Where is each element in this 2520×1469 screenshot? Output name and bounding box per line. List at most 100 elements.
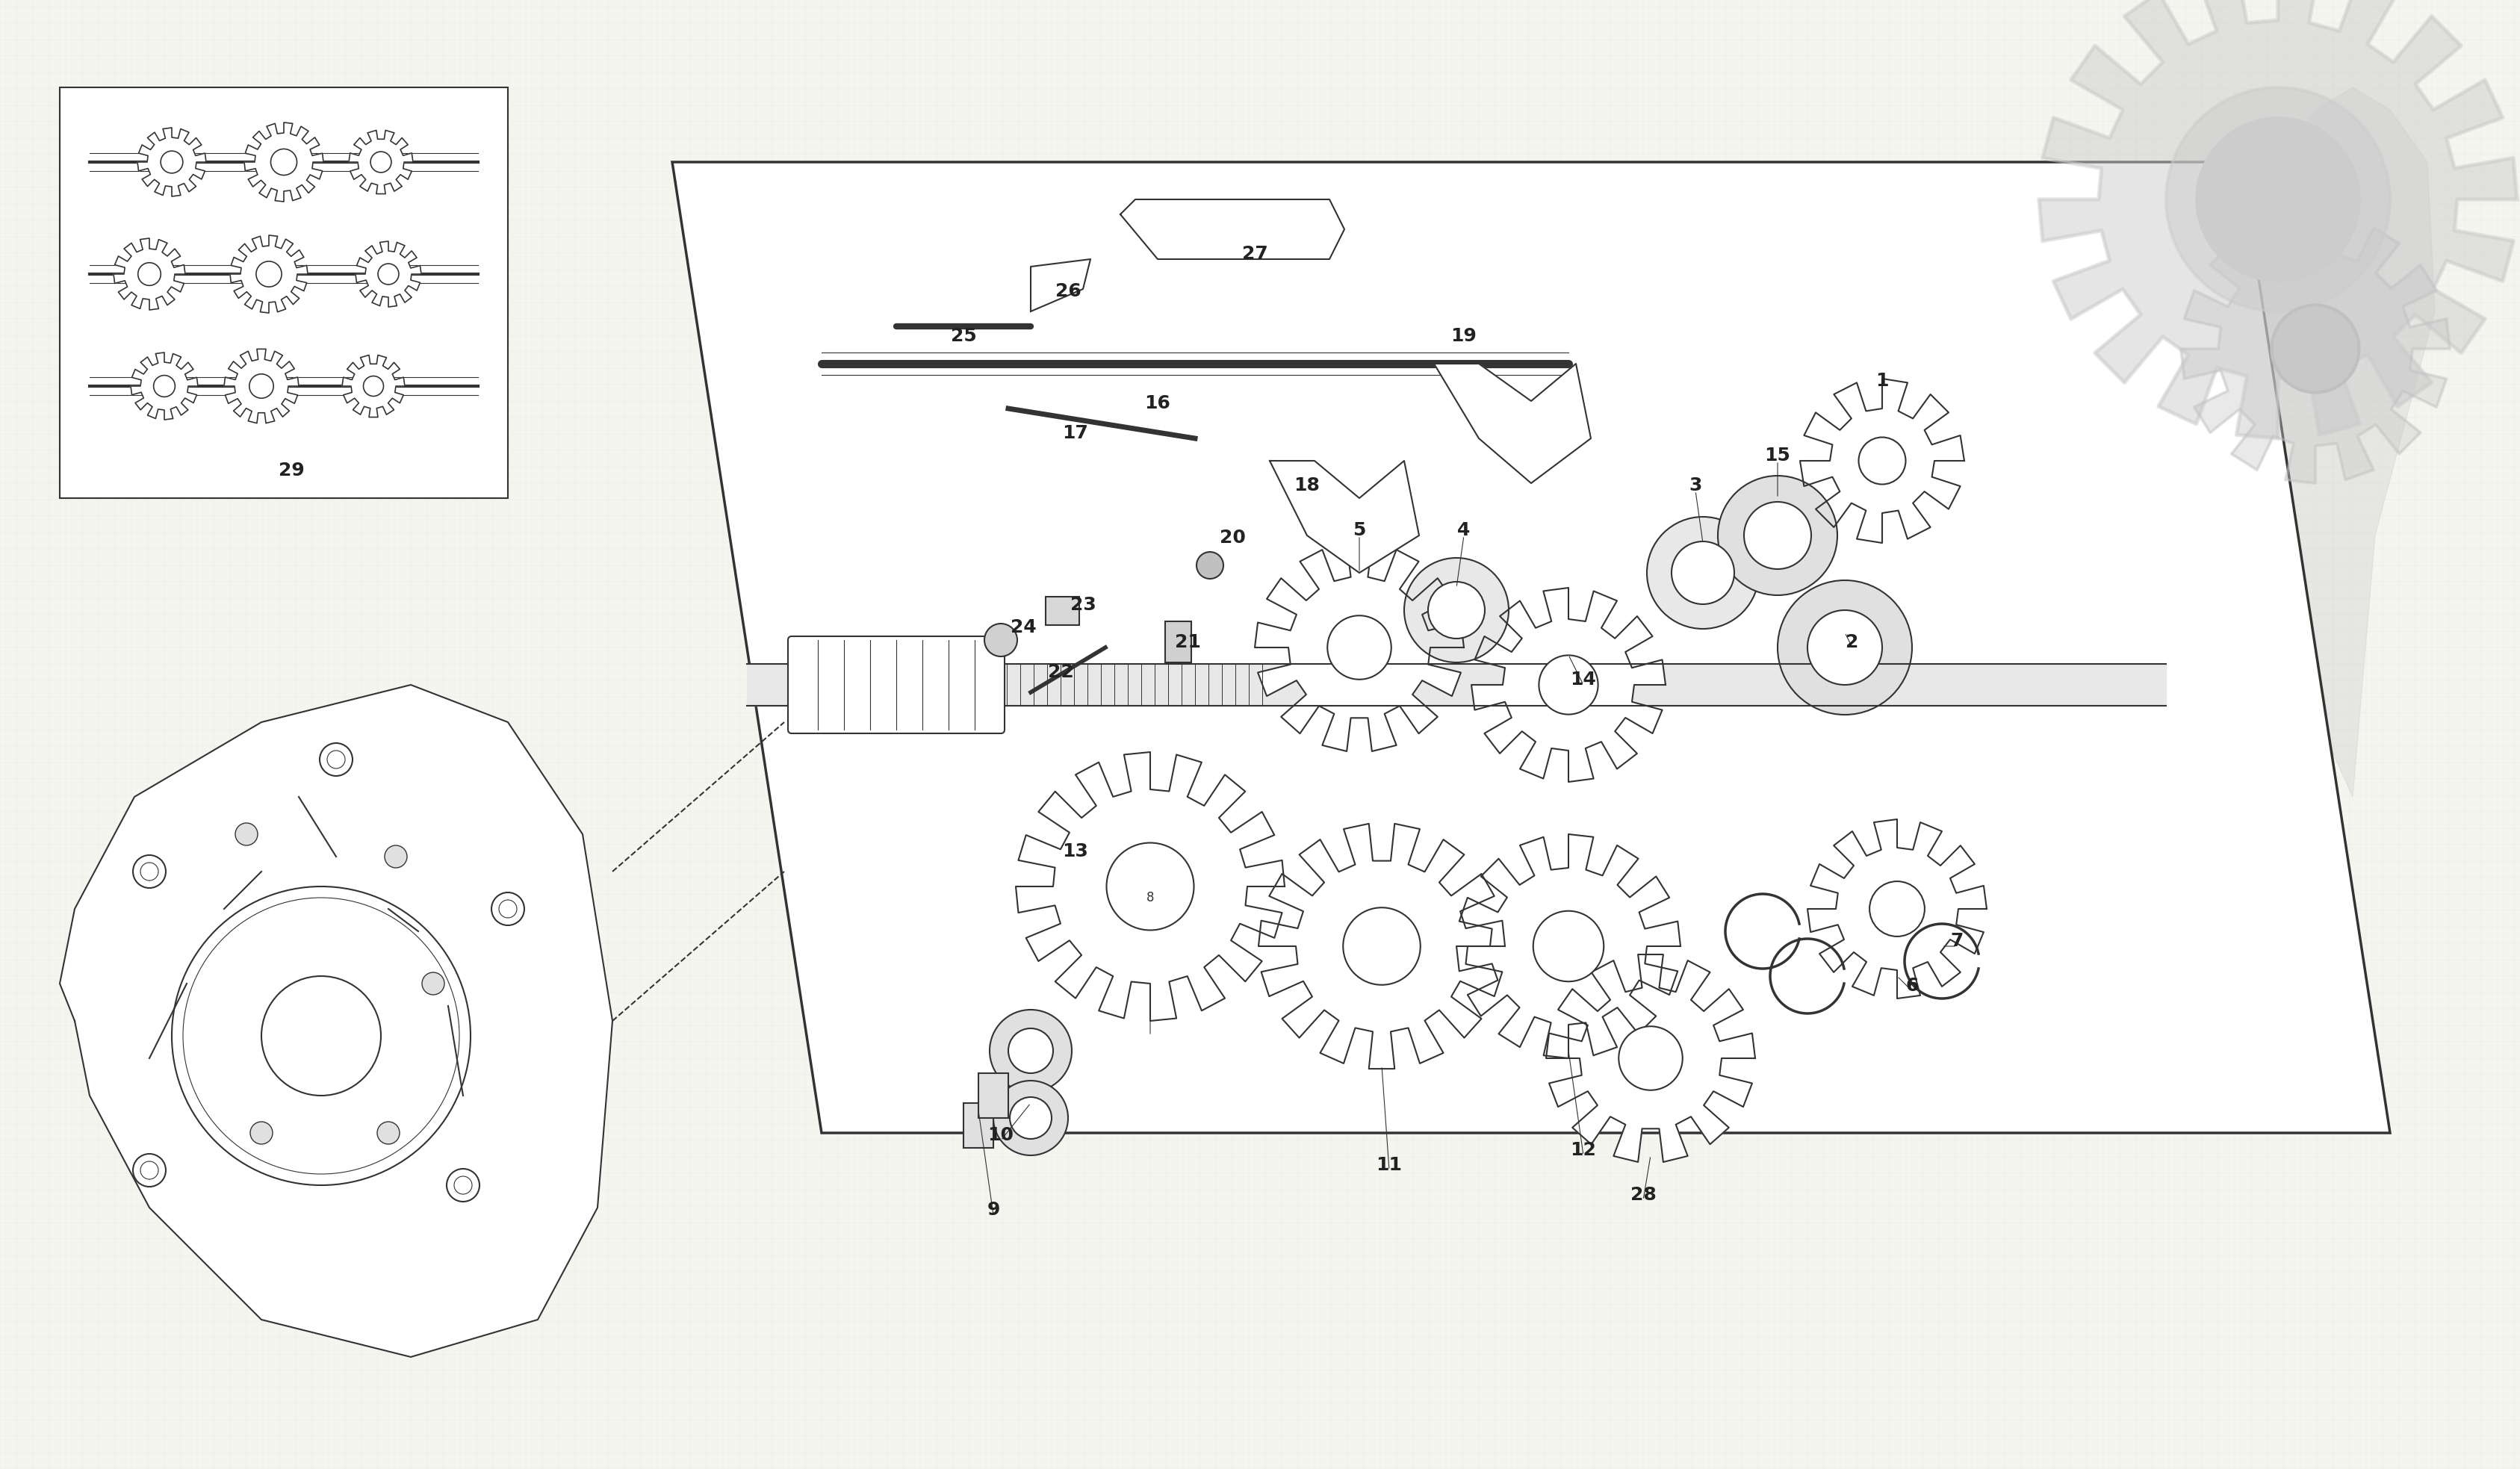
Text: 21: 21 [1174, 633, 1200, 651]
Text: 2: 2 [1845, 633, 1860, 651]
Text: 26: 26 [1056, 282, 1081, 300]
Circle shape [1777, 580, 1913, 715]
Polygon shape [60, 685, 612, 1357]
Text: 7: 7 [1950, 931, 1963, 950]
Circle shape [370, 151, 391, 172]
Text: PartsRepublic: PartsRepublic [1147, 721, 1373, 749]
Circle shape [1744, 502, 1812, 569]
Polygon shape [2225, 87, 2434, 796]
Circle shape [1860, 438, 1905, 485]
Circle shape [363, 376, 383, 397]
Polygon shape [1547, 955, 1756, 1162]
Text: 10: 10 [988, 1127, 1013, 1144]
Polygon shape [1807, 820, 1986, 999]
Circle shape [386, 845, 408, 868]
Polygon shape [1270, 461, 1419, 573]
Polygon shape [1457, 834, 1681, 1058]
Circle shape [1106, 843, 1194, 930]
Circle shape [161, 151, 184, 173]
Bar [1046, 596, 1079, 626]
Circle shape [2167, 87, 2389, 311]
Circle shape [1807, 610, 1882, 685]
Circle shape [1429, 582, 1484, 639]
Polygon shape [1121, 200, 1343, 259]
Text: 20: 20 [1220, 529, 1245, 546]
Polygon shape [224, 350, 300, 423]
Polygon shape [348, 131, 413, 194]
Circle shape [378, 263, 398, 285]
Circle shape [270, 148, 297, 175]
Circle shape [1719, 476, 1837, 595]
Circle shape [990, 1009, 1071, 1091]
Circle shape [1197, 552, 1222, 579]
Circle shape [446, 1169, 479, 1202]
Circle shape [1671, 542, 1734, 604]
Circle shape [1648, 517, 1759, 629]
Circle shape [1618, 1027, 1683, 1090]
Text: 5: 5 [1353, 521, 1366, 539]
Text: 9: 9 [988, 1200, 1000, 1219]
Polygon shape [1016, 752, 1285, 1021]
Circle shape [249, 375, 275, 398]
Text: 25: 25 [950, 328, 975, 345]
Text: 17: 17 [1063, 425, 1089, 442]
Circle shape [1404, 558, 1509, 663]
Text: 29: 29 [277, 461, 305, 479]
Polygon shape [1434, 364, 1590, 483]
Polygon shape [1472, 588, 1666, 782]
Polygon shape [113, 238, 186, 310]
Circle shape [491, 893, 524, 925]
Circle shape [1870, 881, 1925, 936]
Polygon shape [131, 353, 199, 420]
Circle shape [134, 855, 166, 887]
Polygon shape [1255, 544, 1464, 751]
Text: 23: 23 [1071, 596, 1096, 614]
Text: 18: 18 [1295, 476, 1320, 495]
Circle shape [139, 263, 161, 285]
Bar [1164, 621, 1192, 663]
Text: 14: 14 [1570, 671, 1598, 689]
Bar [978, 1074, 1008, 1118]
Circle shape [1008, 1028, 1053, 1074]
Text: 11: 11 [1376, 1156, 1401, 1174]
Text: 4: 4 [1457, 521, 1469, 539]
Circle shape [378, 1122, 401, 1144]
Circle shape [320, 743, 353, 776]
Polygon shape [1031, 259, 1091, 311]
Text: 15: 15 [1764, 447, 1792, 464]
Text: 3: 3 [1688, 476, 1701, 495]
Text: 13: 13 [1063, 842, 1089, 861]
Text: 28: 28 [1630, 1185, 1656, 1205]
Polygon shape [1799, 379, 1963, 544]
Text: 16: 16 [1144, 394, 1172, 413]
Circle shape [1328, 616, 1391, 680]
Text: 8: 8 [1147, 892, 1154, 905]
Text: 1: 1 [1875, 372, 1887, 389]
Polygon shape [244, 122, 323, 201]
Circle shape [257, 261, 282, 286]
Text: 24: 24 [1011, 618, 1036, 636]
Circle shape [154, 376, 174, 397]
Polygon shape [1257, 824, 1504, 1069]
Circle shape [249, 1122, 272, 1144]
Circle shape [985, 624, 1018, 657]
Circle shape [993, 1081, 1068, 1155]
Text: 27: 27 [1242, 245, 1268, 263]
Polygon shape [139, 128, 207, 197]
Bar [60, 87, 509, 498]
Bar [963, 1103, 993, 1147]
Polygon shape [355, 241, 421, 307]
Text: 22: 22 [1048, 663, 1074, 682]
Circle shape [134, 1153, 166, 1187]
Circle shape [421, 972, 444, 995]
Circle shape [2271, 306, 2359, 392]
Circle shape [234, 823, 257, 845]
Text: 6: 6 [1905, 977, 1918, 995]
Circle shape [1540, 655, 1598, 714]
Polygon shape [2039, 0, 2517, 438]
Polygon shape [2180, 214, 2449, 483]
FancyBboxPatch shape [789, 636, 1005, 733]
Polygon shape [229, 235, 307, 313]
Polygon shape [673, 162, 2389, 1133]
Polygon shape [343, 355, 406, 417]
